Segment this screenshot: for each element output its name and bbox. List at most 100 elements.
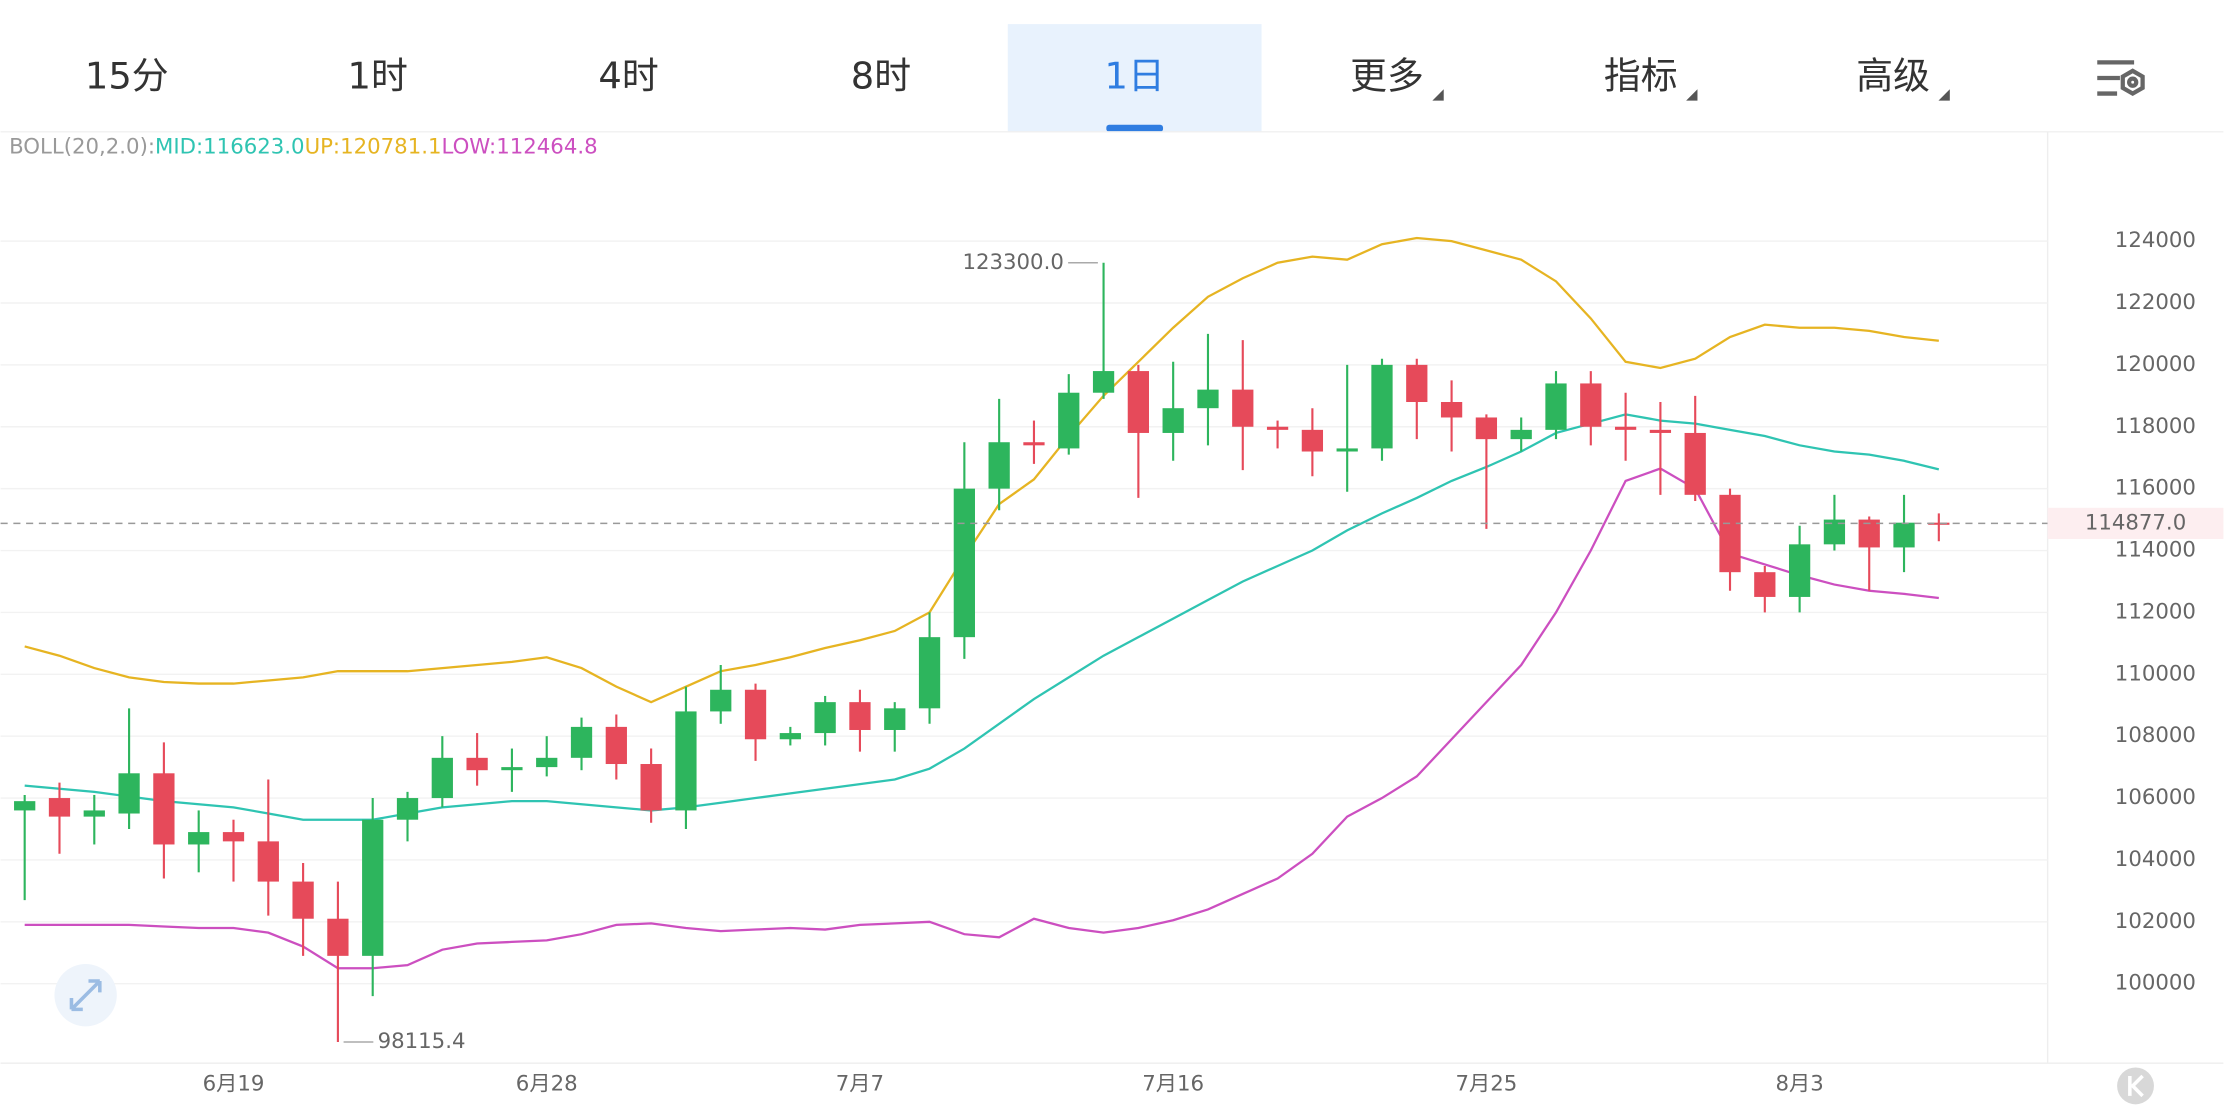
y-tick-label: 108000 xyxy=(2115,723,2196,748)
candle-body xyxy=(1266,426,1289,430)
y-tick-label: 104000 xyxy=(2115,847,2196,872)
y-tick-label: 100000 xyxy=(2115,971,2196,996)
candle-body xyxy=(536,757,558,768)
candle-body xyxy=(188,832,210,845)
candle-body xyxy=(48,798,71,817)
active-tab-indicator xyxy=(1106,124,1164,132)
candle-body xyxy=(675,711,697,811)
candle-body xyxy=(466,757,488,771)
candle-body xyxy=(1371,364,1393,449)
y-tick-label: 116000 xyxy=(2115,476,2196,501)
band-line xyxy=(24,236,1939,704)
candle-body xyxy=(118,773,140,814)
settings-icon[interactable] xyxy=(2097,60,2145,97)
tab[interactable]: 指标 xyxy=(1604,54,1678,97)
y-tick-label: 110000 xyxy=(2115,661,2196,686)
legend-entry: UP:120781.1 xyxy=(305,134,442,159)
dropdown-arrow xyxy=(1432,89,1444,101)
tab[interactable]: 8时 xyxy=(851,54,911,97)
last-price-badge xyxy=(2047,507,2224,539)
candle-body xyxy=(1162,408,1184,433)
high-annotation: 123300.0 xyxy=(962,250,1063,275)
tab-bar: 15分 1时 4时 8时 1日 更多 指标 高级 xyxy=(0,24,2224,133)
candle-body xyxy=(1684,432,1706,495)
candle-body xyxy=(1788,544,1811,597)
candle-body xyxy=(814,702,836,734)
candle-body xyxy=(1823,519,1846,545)
legend-entry: LOW:112464.8 xyxy=(441,134,597,159)
candle-body xyxy=(1092,371,1115,393)
last-price-label: 114877.0 xyxy=(2085,510,2186,535)
candle-body xyxy=(1754,572,1776,597)
tab[interactable]: 4时 xyxy=(598,54,658,97)
plot-area: 100000 102000 104000 106000 108000 110000 1120… xyxy=(0,131,2224,1096)
indicator-legend: BOLL(20,2.0):MID:116623.0UP:120781.1LOW:… xyxy=(9,134,598,159)
candle-body xyxy=(1058,392,1080,449)
dropdown-arrow xyxy=(1686,89,1698,101)
candle-body xyxy=(1232,389,1254,427)
candle-body xyxy=(605,726,627,765)
x-tick-label: 7月7 xyxy=(836,1071,884,1096)
y-tick-label: 102000 xyxy=(2115,909,2196,934)
y-tick-label: 118000 xyxy=(2115,414,2196,439)
tab[interactable]: 1时 xyxy=(348,54,408,97)
candle-body xyxy=(222,832,245,842)
tab[interactable]: 1日 xyxy=(1105,54,1165,97)
candle-body xyxy=(1614,426,1637,430)
candle-body xyxy=(501,767,523,771)
candle-body xyxy=(884,708,906,730)
candle-body xyxy=(570,726,593,758)
candle-body xyxy=(1858,519,1880,548)
candle-body xyxy=(1475,417,1498,440)
y-tick-label: 120000 xyxy=(2115,352,2196,377)
band-line xyxy=(24,467,1939,970)
candle-body xyxy=(1545,383,1567,430)
y-tick-label: 112000 xyxy=(2115,599,2196,624)
tab[interactable]: 高级 xyxy=(1856,54,1930,97)
x-tick-label: 7月25 xyxy=(1455,1071,1517,1096)
x-tick-label: 6月28 xyxy=(516,1071,578,1096)
candle-body xyxy=(1336,448,1358,452)
active-tab-background xyxy=(1007,24,1262,132)
x-tick-label: 6月19 xyxy=(203,1071,265,1096)
band-line xyxy=(24,413,1940,821)
candle-body xyxy=(1928,522,1950,525)
indicator-name: BOLL(20,2.0): xyxy=(9,134,155,159)
candle-body xyxy=(849,702,871,730)
candle-body xyxy=(292,881,314,919)
tab[interactable]: 15分 xyxy=(85,54,169,97)
y-tick-label: 122000 xyxy=(2115,290,2196,315)
candle-body xyxy=(640,764,662,811)
candle-body xyxy=(362,819,384,956)
candle-body xyxy=(327,918,349,956)
candle-body xyxy=(1893,522,1915,548)
candle-body xyxy=(83,810,105,817)
candle-body xyxy=(988,442,1010,489)
candle-body xyxy=(14,801,36,811)
candle-body xyxy=(779,733,801,740)
low-annotation: 98115.4 xyxy=(378,1029,466,1054)
y-tick-label: 124000 xyxy=(2115,228,2196,253)
candle-body xyxy=(1719,494,1741,573)
tab[interactable]: 更多 xyxy=(1350,54,1424,97)
candle-body xyxy=(710,689,732,712)
candle-body xyxy=(1023,442,1045,446)
candle-body xyxy=(918,637,941,709)
candle-body xyxy=(431,757,453,799)
candle-body xyxy=(153,773,175,845)
candle-body xyxy=(1301,429,1324,452)
dropdown-arrow xyxy=(1938,89,1950,101)
candle-body xyxy=(1440,402,1463,418)
candle-body xyxy=(1510,429,1532,440)
y-tick-label: 114000 xyxy=(2115,538,2196,563)
candle-body xyxy=(257,841,279,882)
x-tick-label: 8月3 xyxy=(1775,1071,1823,1096)
x-tick-label: 7月16 xyxy=(1142,1071,1204,1096)
candle-body xyxy=(396,798,419,820)
expand-button[interactable] xyxy=(54,963,117,1027)
candle-body xyxy=(1580,383,1602,427)
y-tick-label: 106000 xyxy=(2115,785,2196,810)
scroll-to-latest-button[interactable] xyxy=(2117,1067,2154,1105)
